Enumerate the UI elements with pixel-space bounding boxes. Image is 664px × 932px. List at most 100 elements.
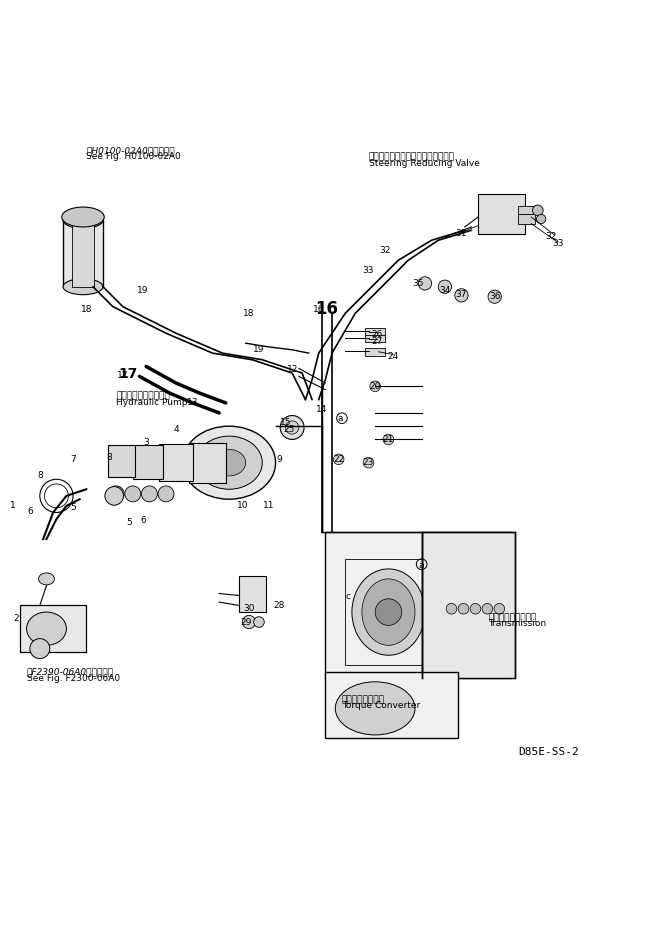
Text: Steering Reducing Valve: Steering Reducing Valve xyxy=(369,158,479,168)
Text: a: a xyxy=(337,414,343,423)
Bar xyxy=(422,532,515,678)
Text: 23: 23 xyxy=(363,459,374,467)
Text: Torque Converter: Torque Converter xyxy=(342,701,420,710)
Text: a: a xyxy=(419,561,424,570)
Text: See Fig. H0100-02A0: See Fig. H0100-02A0 xyxy=(86,152,181,161)
Text: 8: 8 xyxy=(107,453,112,462)
Text: 29: 29 xyxy=(240,618,252,626)
Bar xyxy=(72,220,94,287)
Text: 31: 31 xyxy=(456,229,467,238)
Text: 16: 16 xyxy=(313,306,325,314)
Text: 1: 1 xyxy=(11,501,16,511)
Text: 11: 11 xyxy=(263,501,275,511)
Circle shape xyxy=(105,487,124,505)
Text: 18: 18 xyxy=(80,306,92,314)
Circle shape xyxy=(108,486,124,501)
Text: 26: 26 xyxy=(371,330,383,339)
Bar xyxy=(325,532,511,678)
Text: See Fig. F2300-06A0: See Fig. F2300-06A0 xyxy=(27,674,120,683)
Bar xyxy=(365,348,385,356)
Bar xyxy=(345,559,425,665)
Circle shape xyxy=(141,486,157,501)
Bar xyxy=(20,606,86,651)
Circle shape xyxy=(158,486,174,501)
Circle shape xyxy=(383,434,394,445)
Text: 9: 9 xyxy=(276,455,282,464)
Bar xyxy=(365,335,385,342)
Circle shape xyxy=(470,603,481,614)
Bar xyxy=(365,328,385,336)
Ellipse shape xyxy=(62,207,104,227)
Bar xyxy=(325,672,458,738)
Text: 15: 15 xyxy=(280,418,291,428)
Bar xyxy=(159,444,193,481)
Text: 14: 14 xyxy=(316,405,328,414)
Circle shape xyxy=(438,281,452,294)
Ellipse shape xyxy=(352,569,425,655)
Bar xyxy=(63,220,103,287)
Text: 33: 33 xyxy=(363,266,374,275)
Bar xyxy=(478,194,525,234)
Text: 18: 18 xyxy=(243,308,255,318)
Circle shape xyxy=(533,205,543,215)
Text: 20: 20 xyxy=(369,382,381,391)
Text: Hydraulic Pump: Hydraulic Pump xyxy=(116,398,188,406)
Ellipse shape xyxy=(39,573,54,585)
Text: 19: 19 xyxy=(253,345,265,354)
Ellipse shape xyxy=(27,612,66,645)
Bar xyxy=(518,213,535,224)
Text: 33: 33 xyxy=(552,240,564,248)
Text: 2: 2 xyxy=(14,614,19,624)
Text: 13: 13 xyxy=(187,398,199,407)
Circle shape xyxy=(446,603,457,614)
Circle shape xyxy=(537,214,546,224)
Text: 30: 30 xyxy=(243,604,255,613)
Text: トルクコンバータ: トルクコンバータ xyxy=(342,695,385,705)
Text: 22: 22 xyxy=(333,455,344,464)
Text: 27: 27 xyxy=(371,336,383,346)
Ellipse shape xyxy=(335,682,415,735)
Text: D85E-SS-2: D85E-SS-2 xyxy=(518,747,578,757)
Text: 12: 12 xyxy=(286,365,298,375)
Circle shape xyxy=(370,381,380,391)
Text: 図F2390-06A0参照のこと: 図F2390-06A0参照のこと xyxy=(27,667,114,677)
Text: 3: 3 xyxy=(143,438,149,447)
Text: 32: 32 xyxy=(379,246,391,254)
Bar xyxy=(133,445,163,479)
Bar xyxy=(189,443,226,483)
Text: 6: 6 xyxy=(140,516,145,525)
Text: 8: 8 xyxy=(37,472,42,481)
Text: 28: 28 xyxy=(273,601,285,610)
Circle shape xyxy=(242,615,256,629)
Text: トランスミッション: トランスミッション xyxy=(488,613,537,622)
Circle shape xyxy=(488,290,501,303)
Text: 36: 36 xyxy=(489,292,501,301)
Ellipse shape xyxy=(63,212,103,228)
Bar xyxy=(239,576,266,612)
Circle shape xyxy=(458,603,469,614)
Circle shape xyxy=(333,454,344,465)
Text: 37: 37 xyxy=(456,290,467,299)
Circle shape xyxy=(286,421,299,434)
Text: 17: 17 xyxy=(117,371,129,379)
Text: 7: 7 xyxy=(70,455,76,464)
Ellipse shape xyxy=(362,579,415,645)
Text: 16: 16 xyxy=(315,299,339,318)
Bar xyxy=(108,445,135,477)
Text: ハイドロリックポンプ: ハイドロリックポンプ xyxy=(116,391,170,401)
Text: 図H0100-02A0参照のこと: 図H0100-02A0参照のこと xyxy=(86,146,175,155)
Circle shape xyxy=(418,277,432,290)
Ellipse shape xyxy=(212,449,246,476)
Circle shape xyxy=(254,617,264,627)
Circle shape xyxy=(125,486,141,501)
Circle shape xyxy=(455,289,468,302)
Text: 5: 5 xyxy=(70,503,76,513)
Text: 35: 35 xyxy=(412,279,424,288)
Circle shape xyxy=(280,416,304,440)
Text: 17: 17 xyxy=(118,367,137,381)
Circle shape xyxy=(363,458,374,468)
Text: 25: 25 xyxy=(283,425,295,434)
Text: c: c xyxy=(345,593,351,601)
Bar xyxy=(518,206,535,213)
Circle shape xyxy=(482,603,493,614)
